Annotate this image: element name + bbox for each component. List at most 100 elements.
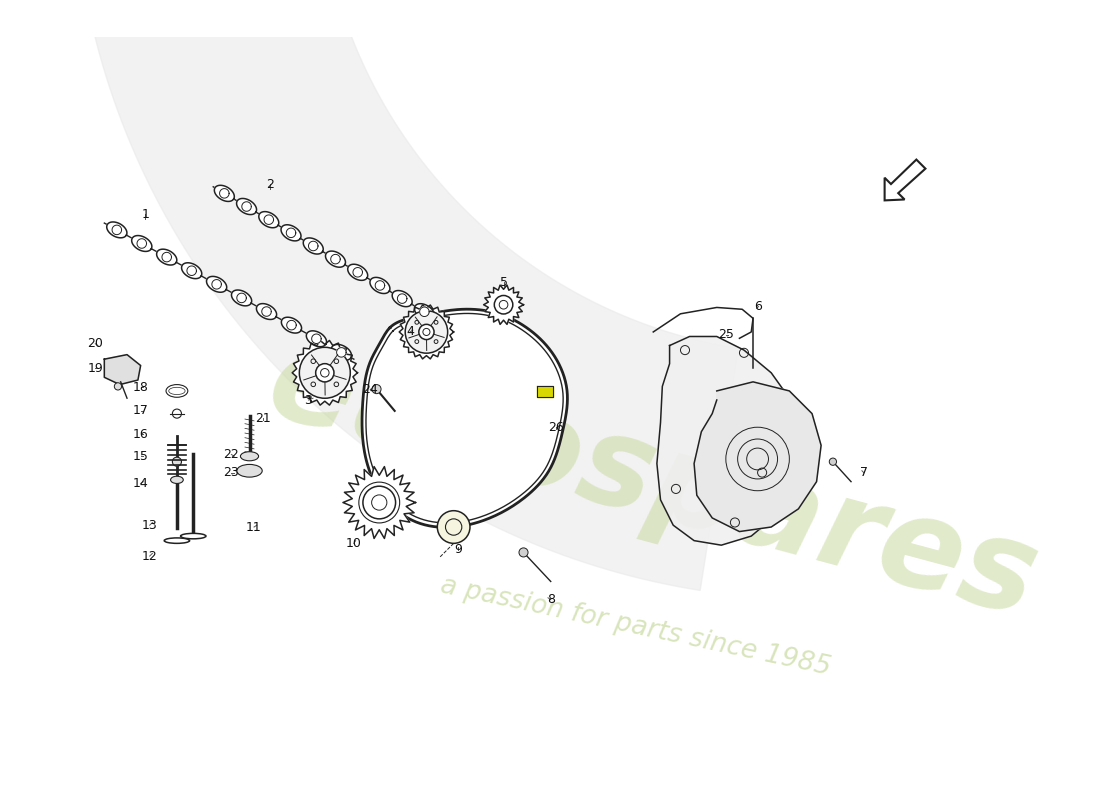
Polygon shape <box>258 212 278 228</box>
Polygon shape <box>331 345 352 360</box>
Text: 14: 14 <box>133 477 148 490</box>
Polygon shape <box>220 189 229 198</box>
Polygon shape <box>326 251 345 267</box>
Polygon shape <box>306 331 327 346</box>
Text: 13: 13 <box>142 518 157 532</box>
Polygon shape <box>694 382 821 531</box>
Circle shape <box>829 458 836 466</box>
Circle shape <box>419 324 435 339</box>
Polygon shape <box>242 202 251 211</box>
Text: 23: 23 <box>223 466 239 479</box>
Text: 24: 24 <box>362 382 378 396</box>
Polygon shape <box>375 281 385 290</box>
Polygon shape <box>657 337 803 545</box>
Polygon shape <box>353 267 363 277</box>
Text: 17: 17 <box>133 404 148 418</box>
Polygon shape <box>104 354 141 385</box>
Text: a passion for parts since 1985: a passion for parts since 1985 <box>438 573 833 681</box>
Text: 3: 3 <box>305 394 312 406</box>
Polygon shape <box>156 249 177 265</box>
Text: 25: 25 <box>718 328 734 341</box>
Text: 26: 26 <box>548 421 564 434</box>
Polygon shape <box>397 294 407 303</box>
Polygon shape <box>415 304 434 320</box>
Polygon shape <box>81 0 738 590</box>
Polygon shape <box>337 348 346 357</box>
Polygon shape <box>287 320 296 330</box>
Circle shape <box>299 347 350 398</box>
Text: 20: 20 <box>87 338 103 350</box>
Text: 8: 8 <box>547 593 554 606</box>
Polygon shape <box>132 235 152 251</box>
Text: 21: 21 <box>255 412 271 425</box>
Text: 11: 11 <box>246 521 262 534</box>
Polygon shape <box>256 304 276 319</box>
Polygon shape <box>399 305 453 359</box>
Polygon shape <box>280 225 301 241</box>
Polygon shape <box>484 285 524 324</box>
Polygon shape <box>362 309 568 527</box>
Circle shape <box>499 301 508 309</box>
Polygon shape <box>884 159 925 200</box>
Polygon shape <box>264 215 274 225</box>
Polygon shape <box>214 186 234 202</box>
Text: 18: 18 <box>133 381 148 394</box>
Text: 15: 15 <box>133 450 148 462</box>
Ellipse shape <box>170 476 184 483</box>
Text: 16: 16 <box>133 428 148 441</box>
Circle shape <box>405 310 448 353</box>
Ellipse shape <box>241 452 258 461</box>
Polygon shape <box>236 198 256 214</box>
Text: 2: 2 <box>266 178 274 190</box>
Ellipse shape <box>236 465 262 477</box>
Text: 5: 5 <box>500 275 508 289</box>
Polygon shape <box>348 264 367 280</box>
Polygon shape <box>282 318 301 333</box>
Text: 9: 9 <box>454 543 462 556</box>
Ellipse shape <box>180 534 206 539</box>
Circle shape <box>363 486 396 519</box>
Text: 7: 7 <box>860 466 868 479</box>
Polygon shape <box>393 290 412 306</box>
Polygon shape <box>370 278 389 294</box>
Text: 1: 1 <box>141 207 150 221</box>
Text: eurospares: eurospares <box>256 321 1050 642</box>
Circle shape <box>114 382 122 390</box>
Polygon shape <box>182 262 201 278</box>
Circle shape <box>372 495 387 510</box>
Polygon shape <box>187 266 197 275</box>
Circle shape <box>438 510 470 543</box>
Polygon shape <box>236 293 246 302</box>
Polygon shape <box>286 228 296 238</box>
Polygon shape <box>212 279 221 289</box>
Polygon shape <box>262 306 272 316</box>
Text: 22: 22 <box>223 448 239 461</box>
Polygon shape <box>308 242 318 250</box>
Text: 12: 12 <box>142 550 157 562</box>
Polygon shape <box>231 290 252 306</box>
Polygon shape <box>138 238 146 248</box>
Polygon shape <box>311 334 321 343</box>
Circle shape <box>494 295 513 314</box>
Text: 10: 10 <box>345 537 362 550</box>
Circle shape <box>519 548 528 557</box>
Polygon shape <box>537 386 553 398</box>
Polygon shape <box>331 254 340 264</box>
Polygon shape <box>207 276 227 292</box>
Polygon shape <box>343 466 416 538</box>
Polygon shape <box>293 341 358 405</box>
Polygon shape <box>107 222 126 238</box>
Polygon shape <box>304 238 323 254</box>
Circle shape <box>173 457 182 466</box>
Circle shape <box>320 369 329 377</box>
Circle shape <box>316 364 334 382</box>
Circle shape <box>372 385 381 394</box>
Text: 6: 6 <box>755 300 762 313</box>
Polygon shape <box>112 225 122 234</box>
Polygon shape <box>162 252 172 262</box>
Polygon shape <box>420 307 429 317</box>
Circle shape <box>422 329 430 335</box>
Text: 19: 19 <box>87 362 103 374</box>
Ellipse shape <box>164 538 189 543</box>
Text: 4: 4 <box>406 326 414 338</box>
